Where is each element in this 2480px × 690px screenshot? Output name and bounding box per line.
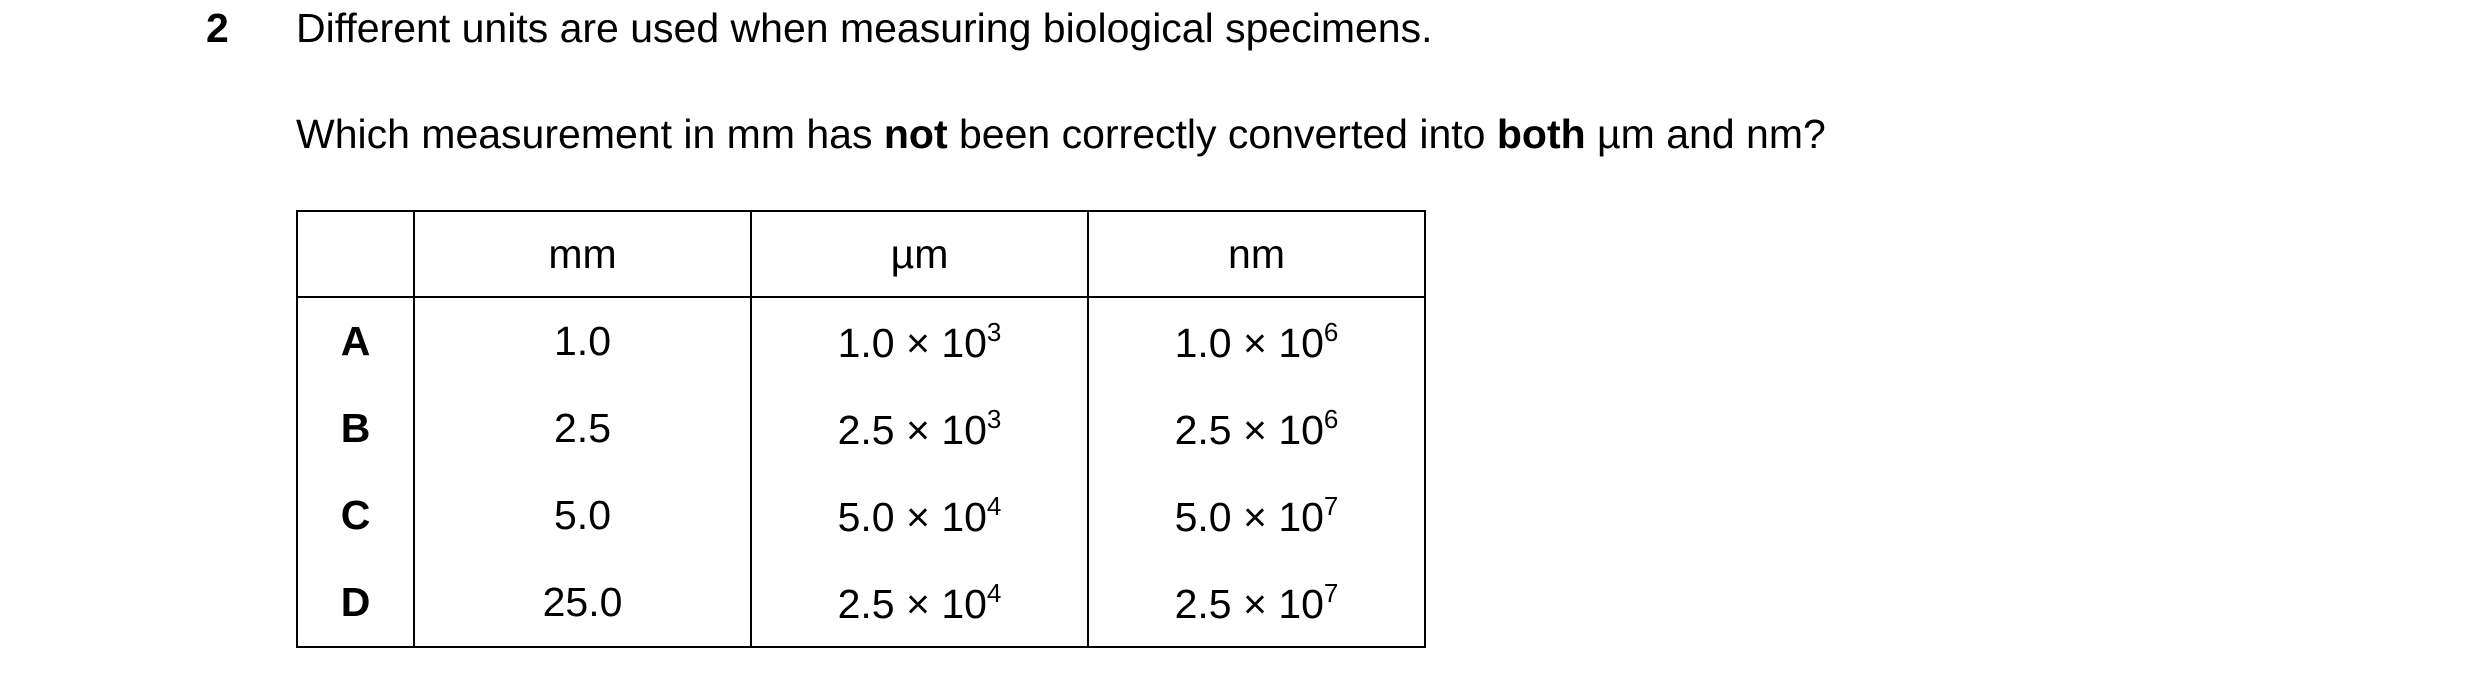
value-base: 2.5 × 10 — [837, 580, 987, 627]
value-base: 2.5 × 10 — [1174, 406, 1324, 453]
table-row: A 1.0 1.0 × 103 1.0 × 106 — [296, 297, 1426, 385]
header-row: mm µm nm — [296, 210, 1426, 298]
question-intro: Different units are used when measuring … — [296, 5, 1433, 51]
row-label: C — [296, 472, 415, 559]
value-base: 1.0 × 10 — [837, 319, 987, 366]
empty-cell — [296, 210, 415, 298]
value-exponent: 3 — [986, 403, 1002, 434]
value-exponent: 6 — [1323, 316, 1339, 347]
um-cell: 5.0 × 104 — [750, 472, 1089, 559]
value-exponent: 4 — [986, 490, 1002, 521]
value-base: 5.0 × 10 — [837, 493, 987, 540]
um-cell: 2.5 × 104 — [750, 559, 1089, 648]
nm-cell: 1.0 × 106 — [1087, 297, 1426, 385]
value-base: 2.5 × 10 — [1174, 580, 1324, 627]
mm-cell: 2.5 — [413, 385, 752, 472]
mm-cell: 5.0 — [413, 472, 752, 559]
question-number: 2 — [206, 5, 229, 51]
value-exponent: 6 — [1323, 403, 1339, 434]
prompt-segment: µm and nm? — [1585, 111, 1826, 157]
row-label: A — [296, 297, 415, 385]
um-cell: 1.0 × 103 — [750, 297, 1089, 385]
table-row: B 2.5 2.5 × 103 2.5 × 106 — [296, 385, 1426, 472]
value-base: 2.5 × 10 — [837, 406, 987, 453]
table-row: C 5.0 5.0 × 104 5.0 × 107 — [296, 472, 1426, 559]
prompt-segment: Which measurement in mm has — [296, 111, 884, 157]
mm-cell: 25.0 — [413, 559, 752, 648]
value-base: 1.0 × 10 — [1174, 319, 1324, 366]
prompt-segment: both — [1496, 111, 1586, 157]
header-cell: mm — [413, 210, 752, 298]
table-row: D 25.0 2.5 × 104 2.5 × 107 — [296, 559, 1426, 648]
nm-cell: 2.5 × 106 — [1087, 385, 1426, 472]
value-base: 5.0 × 10 — [1174, 493, 1324, 540]
question-prompt: Which measurement in mm has not been cor… — [296, 114, 1826, 155]
mm-cell: 1.0 — [413, 297, 752, 385]
nm-cell: 2.5 × 107 — [1087, 559, 1426, 648]
value-exponent: 7 — [1323, 577, 1339, 608]
value-exponent: 3 — [986, 316, 1002, 347]
header-cell: nm — [1087, 210, 1426, 298]
value-exponent: 4 — [986, 577, 1002, 608]
units-table: mm µm nm A 1.0 1.0 × 103 1.0 × 106 B 2.5 2.5 × 1… — [296, 210, 1426, 648]
prompt-segment: not — [883, 111, 948, 157]
prompt-segment: been correctly converted into — [947, 111, 1497, 157]
value-exponent: 7 — [1323, 490, 1339, 521]
row-label: D — [296, 559, 415, 648]
um-cell: 2.5 × 103 — [750, 385, 1089, 472]
nm-cell: 5.0 × 107 — [1087, 472, 1426, 559]
header-cell: µm — [750, 210, 1089, 298]
row-label: B — [296, 385, 415, 472]
